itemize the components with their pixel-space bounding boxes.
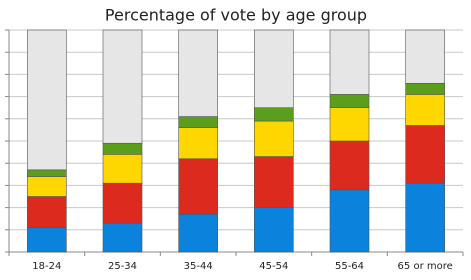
bar-segment [254,156,294,208]
bar-segment [254,207,294,253]
x-tick-label: 55-64 [335,261,364,272]
bar-segment [329,140,370,191]
bar-segment [254,29,294,108]
bar-segment [178,116,218,128]
chart-title: Percentage of vote by age group [105,6,367,25]
bar-segment [102,154,143,184]
bar-segment [405,182,445,253]
x-tick-label: 65 or more [398,261,453,272]
bar-segment [254,107,294,122]
bar-segment [329,107,370,142]
bar-segment [405,125,445,184]
bar-segment [329,189,370,253]
bar-segment [178,29,218,117]
bar-segment [27,227,67,253]
bar-segment [254,120,294,157]
x-tick-label: 35-44 [184,261,213,272]
bar-segment [405,94,445,126]
x-tick-label: 45-54 [259,261,288,272]
bar-segment [329,29,370,95]
bar-segment [102,29,143,144]
bar-segment [102,142,143,155]
bar-segment [405,82,445,95]
bar-segment [27,29,67,171]
bar-segment [178,158,218,215]
x-tick-label: 25-34 [108,261,137,272]
bar-segment [329,94,370,108]
bar-segment [27,176,67,197]
bar-segment [27,169,67,177]
bar-segment [405,29,445,84]
bar-segment [27,196,67,228]
bar-segment [102,182,143,224]
x-tick-label: 18-24 [32,261,61,272]
bar-segment [178,213,218,253]
bar-segment [178,127,218,160]
bar-segment [102,222,143,253]
